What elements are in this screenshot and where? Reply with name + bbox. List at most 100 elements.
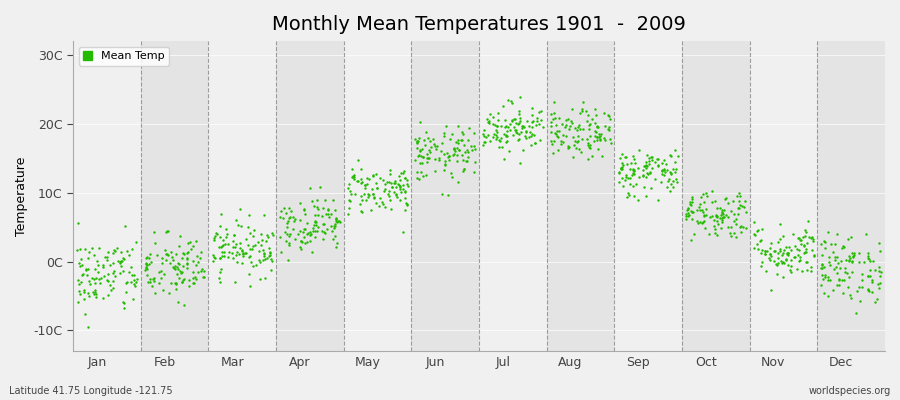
Mean Temp (168, 286, 183, 292)
Mean Temp (727, 230, 742, 236)
Mean Temp (117, 304, 131, 311)
Mean Temp (124, 271, 139, 278)
Mean Temp (814, 265, 828, 271)
Mean Temp (545, 150, 560, 156)
Mean Temp (155, 260, 169, 266)
Mean Temp (216, 253, 230, 259)
Mean Temp (76, 272, 90, 279)
Mean Temp (266, 232, 280, 238)
Mean Temp (669, 176, 683, 182)
Mean Temp (112, 259, 127, 266)
Mean Temp (305, 228, 320, 234)
Mean Temp (860, 287, 875, 293)
Mean Temp (668, 169, 682, 175)
Mean Temp (512, 94, 526, 100)
Mean Temp (525, 124, 539, 130)
Mean Temp (166, 257, 180, 263)
Mean Temp (293, 238, 308, 244)
Mean Temp (827, 266, 842, 272)
Mean Temp (721, 200, 735, 206)
Mean Temp (256, 247, 270, 254)
Mean Temp (820, 293, 834, 299)
Mean Temp (188, 273, 202, 280)
Mean Temp (709, 212, 724, 218)
Mean Temp (796, 250, 811, 256)
Mean Temp (499, 138, 513, 145)
Mean Temp (297, 206, 311, 212)
Mean Temp (167, 280, 182, 286)
Mean Temp (604, 140, 618, 146)
Bar (73, 41, 140, 351)
Mean Temp (855, 271, 869, 277)
Mean Temp (697, 213, 711, 219)
Mean Temp (490, 123, 504, 130)
Mean Temp (682, 200, 697, 207)
Mean Temp (702, 231, 716, 237)
Mean Temp (101, 291, 115, 298)
Mean Temp (512, 135, 526, 142)
Mean Temp (341, 204, 356, 211)
Mean Temp (310, 218, 324, 225)
Mean Temp (148, 290, 162, 296)
Mean Temp (229, 216, 243, 223)
Mean Temp (120, 279, 134, 286)
Mean Temp (245, 246, 259, 253)
Mean Temp (640, 152, 654, 158)
Mean Temp (694, 194, 708, 200)
Mean Temp (684, 237, 698, 243)
Mean Temp (527, 140, 542, 146)
Mean Temp (220, 231, 234, 237)
Mean Temp (370, 185, 384, 192)
Mean Temp (332, 218, 347, 224)
Mean Temp (737, 198, 751, 204)
Mean Temp (721, 224, 735, 230)
Mean Temp (640, 169, 654, 176)
Mean Temp (477, 127, 491, 134)
Mean Temp (750, 241, 764, 247)
Mean Temp (691, 220, 706, 226)
Mean Temp (307, 203, 321, 209)
Mean Temp (298, 240, 312, 246)
Mean Temp (547, 99, 562, 106)
Mean Temp (851, 250, 866, 256)
Mean Temp (421, 135, 436, 142)
Mean Temp (305, 225, 320, 231)
Mean Temp (778, 256, 793, 262)
Mean Temp (148, 240, 162, 247)
Mean Temp (478, 139, 492, 145)
Mean Temp (441, 154, 455, 161)
Mean Temp (207, 236, 221, 243)
Mean Temp (187, 279, 202, 286)
Mean Temp (262, 245, 276, 251)
Mean Temp (697, 212, 711, 218)
Mean Temp (274, 208, 289, 214)
Mean Temp (256, 253, 271, 260)
Mean Temp (327, 225, 341, 232)
Mean Temp (122, 269, 137, 275)
Mean Temp (410, 145, 425, 152)
Mean Temp (680, 210, 695, 216)
Mean Temp (580, 118, 594, 124)
Mean Temp (71, 299, 86, 306)
Mean Temp (162, 290, 176, 297)
Mean Temp (734, 223, 748, 229)
Mean Temp (385, 184, 400, 190)
Mean Temp (621, 175, 635, 182)
Mean Temp (308, 228, 322, 234)
Mean Temp (212, 234, 227, 240)
Mean Temp (775, 273, 789, 280)
Mean Temp (547, 138, 562, 144)
Mean Temp (507, 116, 521, 122)
Mean Temp (310, 206, 325, 212)
Mean Temp (559, 116, 573, 123)
Mean Temp (460, 158, 474, 165)
Mean Temp (370, 185, 384, 191)
Mean Temp (710, 205, 724, 211)
Mean Temp (631, 197, 645, 204)
Mean Temp (752, 227, 766, 233)
Mean Temp (799, 239, 814, 246)
Mean Temp (508, 129, 523, 136)
Mean Temp (210, 230, 224, 237)
Mean Temp (114, 262, 129, 269)
Mean Temp (456, 166, 471, 172)
